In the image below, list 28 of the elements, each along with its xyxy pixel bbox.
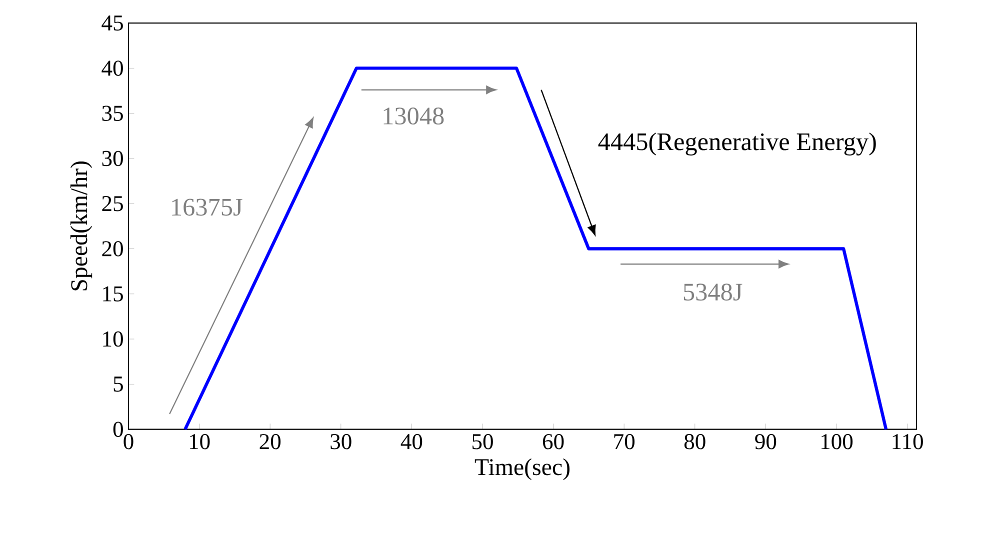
x-tick-label: 80 [684,434,706,450]
y-tick-label: 15 [103,286,123,302]
x-tick-label: 40 [400,434,422,450]
x-tick-label: 20 [260,434,281,450]
y-tick-label: 5 [114,376,123,392]
y-tick-label: 45 [102,16,123,31]
x-tick-label: 10 [190,434,210,450]
x-tick-label: 30 [330,434,352,450]
y-tick-label: 25 [102,196,123,212]
y-tick-label: 35 [102,106,123,121]
annotation: 5348J [684,284,742,301]
x-tick-label: 90 [755,434,776,450]
annotation: 16375J [172,198,242,216]
y-tick-label: 40 [102,60,123,76]
x-tick-label: 110 [892,434,923,450]
annotation: 4445(Regenerative Energy) [598,132,876,156]
y-axis-title: Speed(km/hr) [70,162,92,290]
x-axis-title: Time(sec) [474,458,570,480]
y-tick-label: 20 [102,241,123,256]
y-tick-label: 0 [113,422,123,437]
x-tick-label: 0 [124,434,134,450]
x-tick-label: 60 [542,434,564,450]
x-tick-label: 50 [472,434,493,450]
annotation: 13048 [384,108,444,125]
x-tick-label: 70 [614,434,635,450]
y-tick-label: 30 [102,150,123,166]
x-tick-label: 100 [822,434,853,450]
y-tick-label: 10 [103,331,123,347]
